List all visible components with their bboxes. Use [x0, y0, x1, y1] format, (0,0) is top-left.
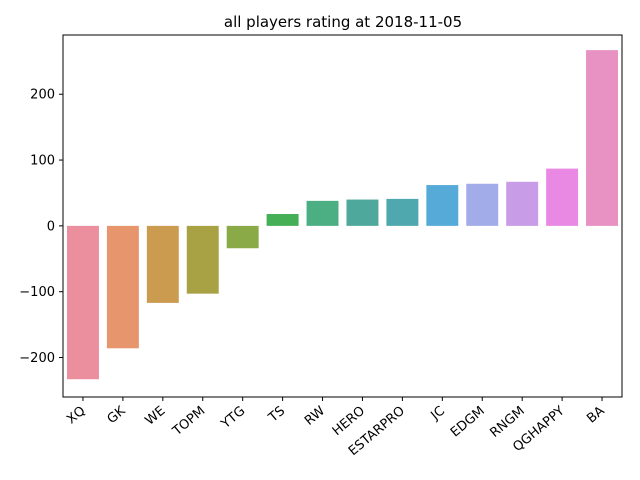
bar-gk — [106, 225, 139, 349]
x-tick-label: GK — [105, 403, 129, 427]
y-axis: −200 −100 0 100 200 — [19, 88, 63, 366]
bar-ytg — [226, 225, 259, 249]
bar-estarpro — [386, 198, 419, 226]
x-tick-label: WE — [143, 404, 169, 429]
y-tick-label: −100 — [19, 285, 55, 300]
bar-rngm — [506, 181, 539, 226]
chart-title: all players rating at 2018-11-05 — [224, 13, 462, 31]
x-tick-label: EDGM — [448, 404, 488, 441]
x-tick-label: BA — [584, 404, 607, 427]
y-tick-label: 100 — [30, 154, 55, 169]
bar-edgm — [466, 183, 499, 226]
x-tick-label: YTG — [218, 404, 248, 433]
bar-xq — [66, 225, 99, 380]
bar-ba — [586, 50, 619, 226]
x-tick-label: TOPM — [169, 404, 208, 440]
y-tick-label: 200 — [30, 88, 55, 103]
bar-topm — [186, 225, 219, 294]
x-tick-label: RW — [302, 403, 328, 428]
bar-we — [146, 225, 179, 303]
x-tick-label: TS — [265, 404, 288, 427]
bars-group — [66, 50, 619, 380]
bar-rw — [306, 200, 339, 226]
x-tick-label: XQ — [64, 404, 88, 428]
bar-qghappy — [546, 168, 579, 226]
y-tick-label: 0 — [47, 219, 55, 234]
y-tick-label: −200 — [19, 351, 55, 366]
bar-ts — [266, 214, 299, 226]
x-tick-label: JC — [428, 404, 448, 424]
plot-frame — [62, 34, 623, 398]
bar-hero — [346, 199, 379, 226]
bar-jc — [426, 185, 459, 226]
